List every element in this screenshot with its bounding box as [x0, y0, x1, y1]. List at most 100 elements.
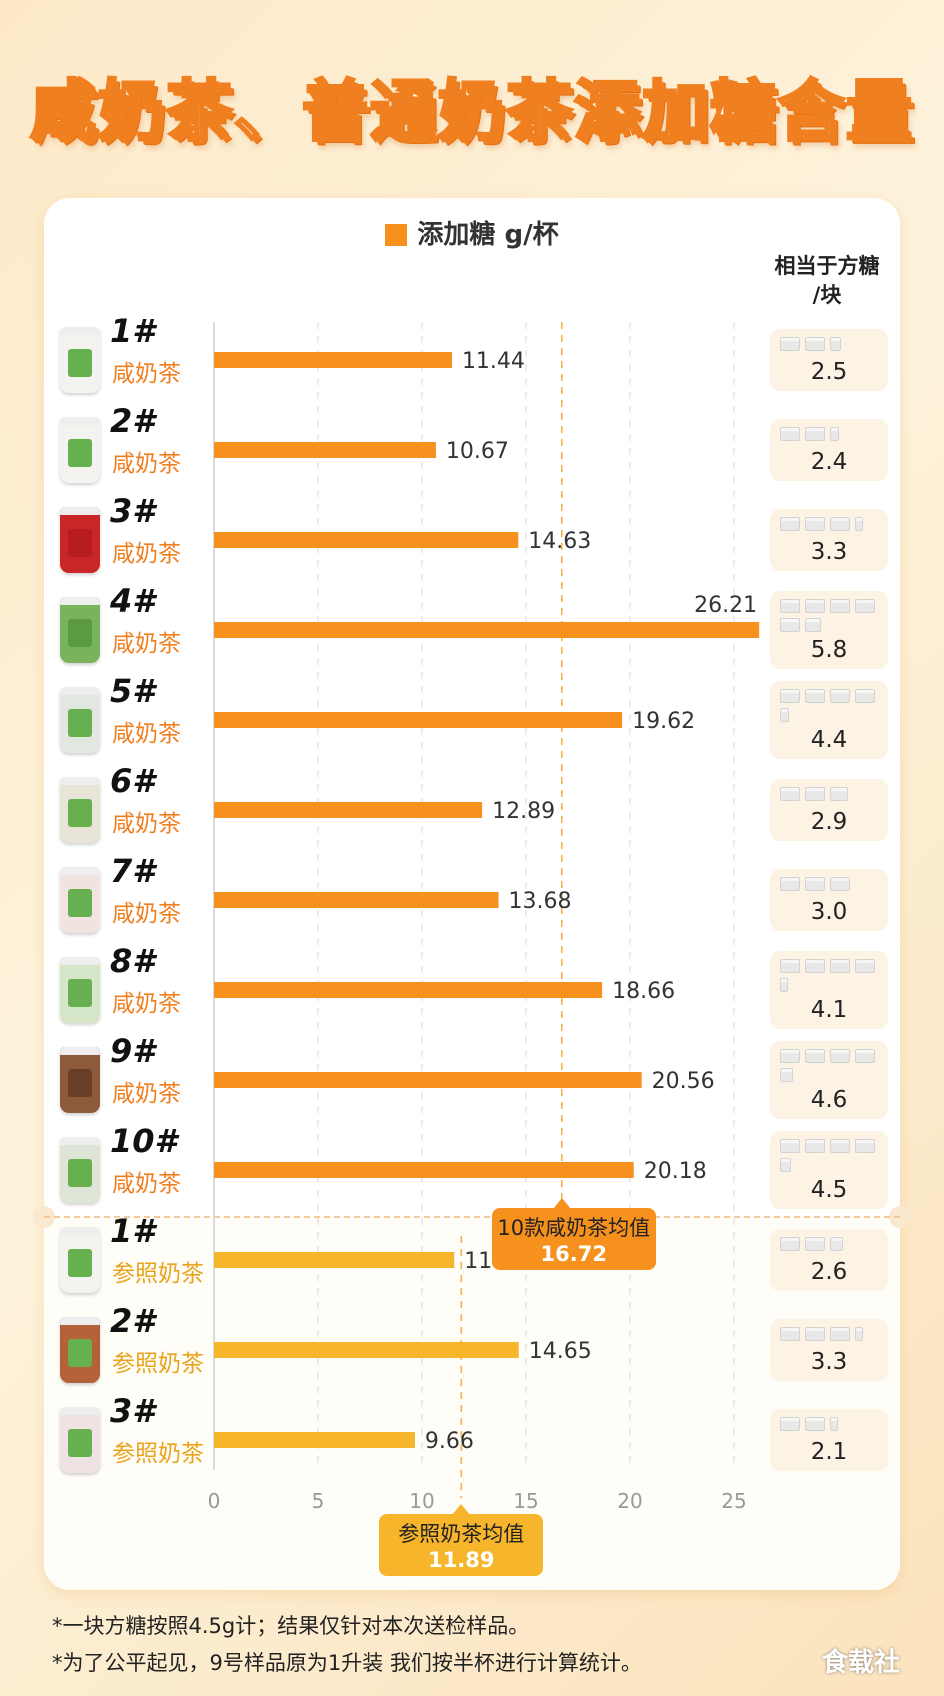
sugar-cube-icon: [830, 959, 850, 973]
row-number: 1#: [110, 1212, 155, 1250]
row-name: 咸奶茶: [112, 811, 181, 837]
average-label: 10款咸奶茶均值: [497, 1216, 651, 1240]
average-pointer: [452, 1504, 471, 1515]
x-tick-label: 0: [208, 1489, 221, 1513]
sugar-cube-icon: [780, 1237, 800, 1251]
sugar-cube-icon: [780, 978, 788, 992]
sugar-cube-icon: [805, 337, 825, 351]
row-name: 咸奶茶: [112, 361, 181, 387]
sugar-cube-box: 3.0: [770, 869, 888, 931]
sugar-cube-icon: [780, 427, 800, 441]
data-label: 20.56: [652, 1069, 715, 1094]
row-number: 7#: [110, 852, 155, 890]
sugar-cube-value: 3.3: [810, 1349, 848, 1375]
row-name: 参照奶茶: [112, 1441, 204, 1467]
sugar-cube-value: 2.4: [810, 449, 848, 475]
sugar-cube-icon: [830, 517, 850, 531]
average-value: 11.89: [428, 1548, 495, 1572]
row-name: 咸奶茶: [112, 541, 181, 567]
row-number: 6#: [110, 762, 155, 800]
sugar-cube-value: 4.5: [810, 1177, 848, 1203]
sugar-cube-box: 2.9: [770, 779, 888, 841]
data-label: 20.18: [644, 1159, 707, 1184]
sugar-cube-icon: [805, 1327, 825, 1341]
sugar-cube-icon: [855, 959, 875, 973]
data-bar: [214, 1432, 415, 1448]
sugar-cube-icon: [830, 1417, 838, 1431]
sugar-cube-icon: [830, 599, 850, 613]
row-name: 咸奶茶: [112, 1081, 181, 1107]
data-bar: [214, 532, 519, 548]
row-name: 咸奶茶: [112, 901, 181, 927]
row-number: 3#: [110, 1392, 155, 1430]
footnote-1: *一块方糖按照4.5g计；结果仅针对本次送检样品。: [52, 1614, 530, 1638]
cup-icon: [60, 777, 100, 843]
sugar-cube-icon: [855, 1327, 863, 1341]
row-name: 咸奶茶: [112, 451, 181, 477]
sugar-cube-icon: [855, 517, 863, 531]
sugar-cube-icon: [805, 517, 825, 531]
sugar-cube-box: 4.6: [770, 1041, 888, 1119]
sugar-cube-box: 2.1: [770, 1409, 888, 1471]
x-tick-label: 5: [312, 1489, 325, 1513]
sugar-cube-value: 3.0: [810, 899, 848, 925]
cup-icon: [60, 1227, 100, 1293]
row-name: 咸奶茶: [112, 631, 181, 657]
sugar-cube-icon: [780, 337, 800, 351]
sugar-cube-box: 3.3: [770, 509, 888, 571]
row-name: 咸奶茶: [112, 1171, 181, 1197]
sugar-cube-icon: [780, 787, 800, 801]
sugar-cube-icon: [805, 618, 822, 632]
data-bar: [214, 442, 436, 458]
sugar-cube-icon: [805, 877, 825, 891]
data-bar: [214, 1252, 455, 1268]
row-name: 参照奶茶: [112, 1351, 204, 1377]
sugar-cube-icon: [780, 1139, 800, 1153]
data-bar: [214, 982, 603, 998]
data-label: 11.44: [462, 349, 525, 374]
sugar-cube-icon: [780, 1049, 800, 1063]
sugar-cube-value: 4.1: [810, 997, 848, 1023]
data-label: 12.89: [492, 799, 555, 824]
sugar-cube-value: 5.8: [810, 637, 848, 663]
sugar-cube-icon: [855, 599, 875, 613]
x-tick-label: 20: [617, 1489, 642, 1513]
sugar-cube-box: 5.8: [770, 591, 888, 669]
sugar-cube-icon: [830, 689, 850, 703]
sugar-cube-icon: [780, 599, 800, 613]
data-bar: [214, 712, 623, 728]
row-number: 9#: [110, 1032, 155, 1070]
row-number: 10#: [110, 1122, 177, 1160]
sugar-cube-box: 3.3: [770, 1319, 888, 1381]
row-number: 5#: [110, 672, 155, 710]
average-callout: 10款咸奶茶均值 16.72: [491, 1208, 656, 1270]
data-label: 14.63: [528, 529, 591, 554]
row-number: 4#: [110, 582, 155, 620]
average-callout: 参照奶茶均值 11.89: [379, 1514, 544, 1576]
legend-swatch: [385, 224, 408, 246]
row-number: 1#: [110, 312, 155, 350]
sugar-cube-icon: [805, 787, 825, 801]
sugar-cube-icon: [805, 1237, 825, 1251]
sugar-cube-icon: [780, 1158, 791, 1172]
sugar-cube-box: 4.5: [770, 1131, 888, 1209]
sugar-cube-value: 4.4: [810, 727, 848, 753]
sugar-cube-icon: [780, 959, 800, 973]
sugar-cube-header: 相当于方糖 /块: [760, 252, 894, 310]
group-divider: [44, 1216, 900, 1218]
average-value: 16.72: [540, 1242, 607, 1266]
data-label: 10.67: [446, 439, 509, 464]
cup-icon: [60, 1317, 100, 1383]
cup-icon: [60, 417, 100, 483]
cup-icon: [60, 1407, 100, 1473]
sugar-cube-value: 2.6: [810, 1259, 848, 1285]
data-label: 26.21: [694, 593, 757, 618]
sugar-cube-icon: [805, 959, 825, 973]
sugar-cube-box: 2.5: [770, 329, 888, 391]
sugar-cube-icon: [830, 337, 841, 351]
row-number: 3#: [110, 492, 155, 530]
sugar-cube-icon: [805, 1049, 825, 1063]
data-bar: [214, 1342, 519, 1358]
cup-icon: [60, 507, 100, 573]
